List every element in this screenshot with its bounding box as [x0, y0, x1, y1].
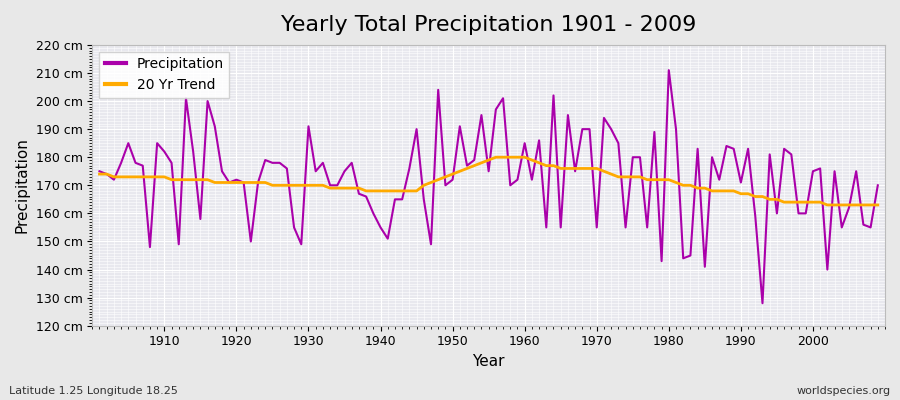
Legend: Precipitation, 20 Yr Trend: Precipitation, 20 Yr Trend [99, 52, 230, 98]
20 Yr Trend [354, 186, 364, 190]
20 Yr Trend [822, 202, 832, 207]
Precipitation [152, 141, 163, 146]
20 Yr Trend [519, 155, 530, 160]
20 Yr Trend [310, 183, 321, 188]
Precipitation [94, 169, 105, 174]
Precipitation [354, 191, 364, 196]
X-axis label: Year: Year [472, 354, 505, 369]
20 Yr Trend [491, 155, 501, 160]
Precipitation [757, 301, 768, 306]
Precipitation [519, 141, 530, 146]
Precipitation [310, 169, 321, 174]
20 Yr Trend [526, 158, 537, 162]
20 Yr Trend [872, 202, 883, 207]
Precipitation [872, 183, 883, 188]
Title: Yearly Total Precipitation 1901 - 2009: Yearly Total Precipitation 1901 - 2009 [281, 15, 697, 35]
20 Yr Trend [94, 172, 105, 176]
Line: 20 Yr Trend: 20 Yr Trend [100, 157, 878, 205]
Precipitation [663, 68, 674, 72]
20 Yr Trend [613, 174, 624, 179]
Text: worldspecies.org: worldspecies.org [796, 386, 891, 396]
20 Yr Trend [152, 174, 163, 179]
Line: Precipitation: Precipitation [100, 70, 878, 303]
Text: Latitude 1.25 Longitude 18.25: Latitude 1.25 Longitude 18.25 [9, 386, 178, 396]
Y-axis label: Precipitation: Precipitation [15, 137, 30, 233]
Precipitation [512, 177, 523, 182]
Precipitation [606, 127, 616, 132]
